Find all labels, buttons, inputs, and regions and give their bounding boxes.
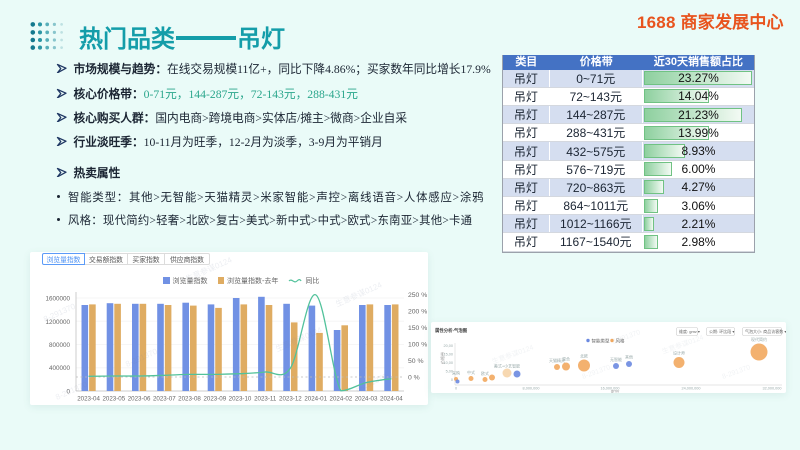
svg-text:5,00: 5,00	[446, 370, 453, 374]
svg-text:维度: gmv ▾: 维度: gmv ▾	[679, 328, 700, 334]
svg-text:0 %: 0 %	[408, 375, 420, 382]
svg-text:8-291370: 8-291370	[721, 364, 751, 381]
svg-text:15,00: 15,00	[443, 353, 453, 357]
svg-text:2024-02: 2024-02	[330, 396, 353, 403]
svg-text:800000: 800000	[49, 342, 71, 349]
svg-text:混合: 混合	[562, 356, 570, 362]
svg-text:公期: 环比段 ▾: 公期: 环比段 ▾	[709, 328, 734, 334]
svg-text:现代简约: 现代简约	[751, 336, 767, 342]
svg-text:10,00: 10,00	[443, 361, 453, 365]
svg-text:无智能: 无智能	[610, 356, 622, 362]
svg-text:2023-10: 2023-10	[229, 396, 252, 403]
svg-text:属性分析-气泡图: 属性分析-气泡图	[435, 327, 468, 334]
svg-text:2023-08: 2023-08	[178, 396, 201, 403]
svg-text:2023-06: 2023-06	[128, 396, 151, 403]
svg-text:2024-04: 2024-04	[380, 396, 403, 403]
svg-text:200 %: 200 %	[408, 309, 427, 316]
svg-text:2023-11: 2023-11	[254, 396, 277, 403]
svg-text:150 %: 150 %	[408, 325, 427, 332]
svg-text:0: 0	[66, 389, 70, 396]
svg-text:价格带: 价格带	[439, 352, 445, 364]
svg-text:gmv: gmv	[611, 389, 620, 394]
svg-text:400000: 400000	[49, 365, 71, 372]
svg-text:2023-04: 2023-04	[77, 396, 100, 403]
svg-text:20,00: 20,00	[443, 344, 453, 348]
svg-text:生意参谋0124: 生意参谋0124	[491, 342, 535, 365]
svg-text:2023-07: 2023-07	[153, 396, 176, 403]
svg-text:8-291370: 8-291370	[611, 329, 641, 346]
svg-text:16,000,000: 16,000,000	[600, 387, 619, 391]
svg-text:100 %: 100 %	[408, 342, 427, 349]
svg-text:风格: 风格	[616, 338, 625, 345]
svg-text:2023-09: 2023-09	[203, 396, 226, 403]
svg-text:50 %: 50 %	[408, 358, 424, 365]
svg-text:24,000,000: 24,000,000	[681, 387, 700, 391]
svg-text:2024-03: 2024-03	[355, 396, 378, 403]
svg-text:气泡大小: 商品访客数 ▾: 气泡大小: 商品访客数 ▾	[745, 328, 786, 334]
svg-text:生意参谋0124: 生意参谋0124	[334, 279, 384, 309]
svg-text:0: 0	[455, 387, 457, 391]
svg-text:智能类型: 智能类型	[592, 338, 610, 345]
svg-text:采购: 采购	[452, 370, 460, 376]
svg-text:设计师: 设计师	[673, 350, 685, 356]
svg-text:2023-05: 2023-05	[102, 396, 125, 403]
svg-text:250 %: 250 %	[408, 292, 427, 299]
svg-text:2023-12: 2023-12	[279, 396, 302, 403]
svg-text:8,000,000: 8,000,000	[523, 387, 540, 391]
svg-text:1200000: 1200000	[45, 319, 70, 326]
svg-text:美式+小艺智能: 美式+小艺智能	[494, 363, 520, 369]
svg-text:欧式: 欧式	[481, 370, 489, 376]
svg-text:1600000: 1600000	[45, 296, 70, 303]
svg-text:0: 0	[451, 378, 453, 382]
svg-text:天猫精灵: 天猫精灵	[549, 357, 565, 363]
svg-text:32,000,000: 32,000,000	[762, 387, 781, 391]
svg-text:其他: 其他	[625, 354, 633, 360]
svg-text:2024-01: 2024-01	[304, 396, 327, 403]
svg-text:中式: 中式	[467, 369, 475, 375]
svg-text:北欧: 北欧	[580, 353, 588, 359]
